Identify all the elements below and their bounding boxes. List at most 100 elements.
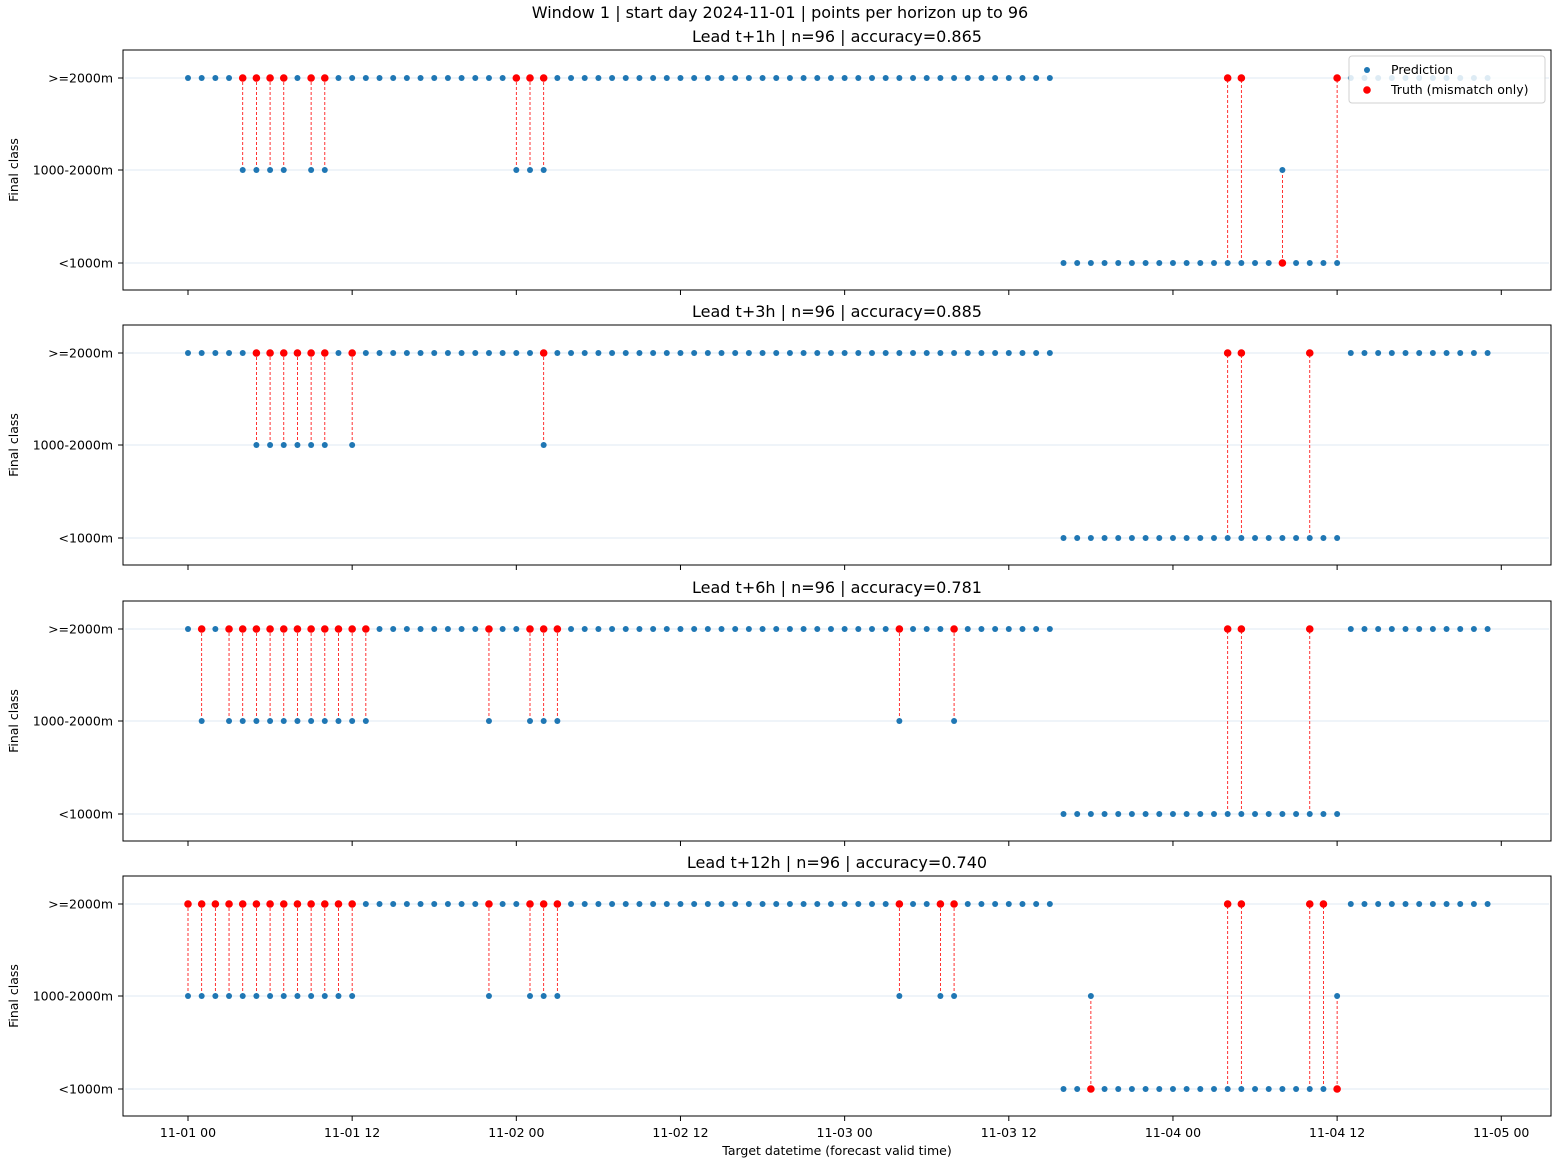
prediction-point	[773, 626, 780, 632]
prediction-point	[650, 75, 657, 81]
prediction-point	[1128, 260, 1135, 266]
prediction-point	[568, 350, 575, 356]
prediction-point	[937, 993, 944, 999]
prediction-point	[1224, 1086, 1231, 1092]
truth-point	[512, 74, 521, 82]
prediction-point	[595, 75, 602, 81]
truth-point	[485, 625, 493, 633]
x-axis-label: Target datetime (forecast valid time)	[721, 1143, 951, 1158]
y-tick-label: <1000m	[59, 1082, 113, 1097]
y-tick-label: <1000m	[59, 256, 113, 271]
prediction-point	[704, 901, 711, 907]
prediction-point	[239, 718, 246, 724]
figure-suptitle: Window 1 | start day 2024-11-01 | points…	[532, 3, 1028, 22]
prediction-point	[472, 626, 479, 632]
legend-box	[1348, 55, 1546, 104]
prediction-point	[485, 75, 492, 81]
prediction-point	[773, 901, 780, 907]
prediction-point	[1033, 75, 1040, 81]
prediction-point	[431, 350, 438, 356]
prediction-point	[1101, 1086, 1108, 1092]
prediction-point	[294, 718, 301, 724]
truth-point	[553, 625, 562, 633]
prediction-point	[308, 167, 315, 173]
prediction-point	[417, 75, 424, 81]
prediction-point	[691, 75, 698, 81]
prediction-point	[1197, 811, 1204, 817]
prediction-point	[349, 993, 356, 999]
prediction-point	[1128, 811, 1135, 817]
prediction-point	[773, 75, 780, 81]
prediction-point	[308, 718, 315, 724]
truth-point	[252, 625, 261, 633]
prediction-point	[978, 626, 985, 632]
prediction-point	[1115, 535, 1122, 541]
truth-point	[279, 349, 288, 357]
prediction-point	[253, 442, 260, 448]
prediction-point	[376, 350, 383, 356]
truth-point	[1223, 625, 1232, 633]
truth-point	[1223, 349, 1232, 357]
prediction-point	[814, 350, 821, 356]
prediction-point	[499, 626, 506, 632]
x-tick-label: 11-01 00	[160, 1125, 216, 1140]
truth-point	[321, 625, 329, 633]
truth-point	[266, 349, 274, 357]
prediction-point	[745, 626, 752, 632]
prediction-point	[1306, 260, 1313, 266]
prediction-point	[321, 993, 328, 999]
prediction-point	[1115, 811, 1122, 817]
prediction-point	[882, 901, 889, 907]
prediction-point	[1320, 260, 1327, 266]
prediction-point	[951, 75, 958, 81]
truth-point	[307, 349, 315, 357]
panel-1: Lead t+1h | n=96 | accuracy=0.865 <1000m 1…	[6, 27, 1552, 295]
prediction-point	[554, 993, 561, 999]
prediction-point	[1252, 260, 1259, 266]
prediction-point	[1457, 350, 1464, 356]
prediction-point	[827, 626, 834, 632]
prediction-point	[568, 75, 575, 81]
prediction-point	[1388, 626, 1395, 632]
truth-point	[252, 74, 261, 82]
prediction-point	[267, 167, 274, 173]
truth-point	[1319, 900, 1328, 908]
prediction-point	[882, 626, 889, 632]
prediction-point	[609, 626, 616, 632]
truth-point	[279, 900, 288, 908]
prediction-point	[923, 626, 930, 632]
prediction-point	[1142, 811, 1149, 817]
y-tick-label: <1000m	[59, 531, 113, 546]
prediction-point	[992, 75, 999, 81]
prediction-point	[1457, 626, 1464, 632]
truth-point	[1305, 349, 1314, 357]
prediction-point	[650, 901, 657, 907]
truth-point	[936, 900, 945, 908]
truth-point	[321, 349, 329, 357]
prediction-point	[185, 993, 191, 999]
prediction-point	[663, 901, 670, 907]
prediction-point	[1279, 811, 1286, 817]
prediction-point	[978, 901, 985, 907]
prediction-point	[1402, 626, 1409, 632]
prediction-point	[1279, 167, 1286, 173]
prediction-point	[444, 350, 451, 356]
prediction-point	[581, 626, 588, 632]
prediction-point	[321, 167, 328, 173]
prediction-point	[1265, 1086, 1272, 1092]
prediction-point	[444, 626, 451, 632]
truth-point	[1087, 1085, 1095, 1093]
prediction-point	[841, 626, 848, 632]
prediction-point	[732, 626, 739, 632]
prediction-point	[499, 75, 506, 81]
y-tick-label: >=2000m	[48, 71, 113, 86]
prediction-point	[513, 350, 520, 356]
prediction-point	[663, 626, 670, 632]
truth-point	[252, 349, 261, 357]
truth-point	[307, 625, 315, 633]
prediction-point	[869, 350, 875, 356]
prediction-point	[855, 75, 862, 81]
prediction-point	[1183, 535, 1190, 541]
prediction-point	[362, 350, 369, 356]
truth-point	[348, 625, 356, 633]
